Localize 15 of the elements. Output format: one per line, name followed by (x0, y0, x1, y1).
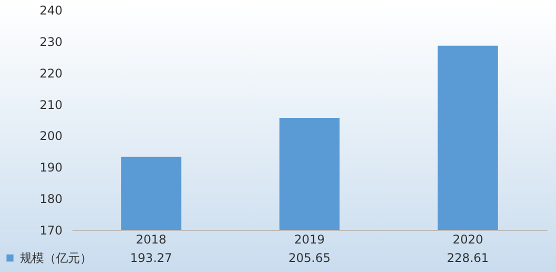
data-label: 228.61 (446, 251, 489, 265)
x-tick-label: 2019 (294, 232, 325, 246)
y-tick-label: 240 (40, 4, 62, 18)
y-tick-label: 200 (40, 129, 62, 144)
y-tick-label: 170 (40, 224, 62, 238)
y-tick-label: 230 (40, 34, 62, 49)
y-tick-label: 220 (40, 66, 62, 80)
data-label: 193.27 (130, 251, 172, 265)
x-tick-label: 2018 (136, 232, 166, 246)
data-label: 205.65 (288, 251, 330, 265)
y-tick-label: 210 (40, 98, 62, 112)
legend-label: 规模（亿元） (20, 251, 92, 265)
y-tick-label: 190 (40, 160, 62, 175)
x-tick-label: 2020 (452, 232, 484, 246)
y-tick-label: 180 (40, 192, 62, 206)
